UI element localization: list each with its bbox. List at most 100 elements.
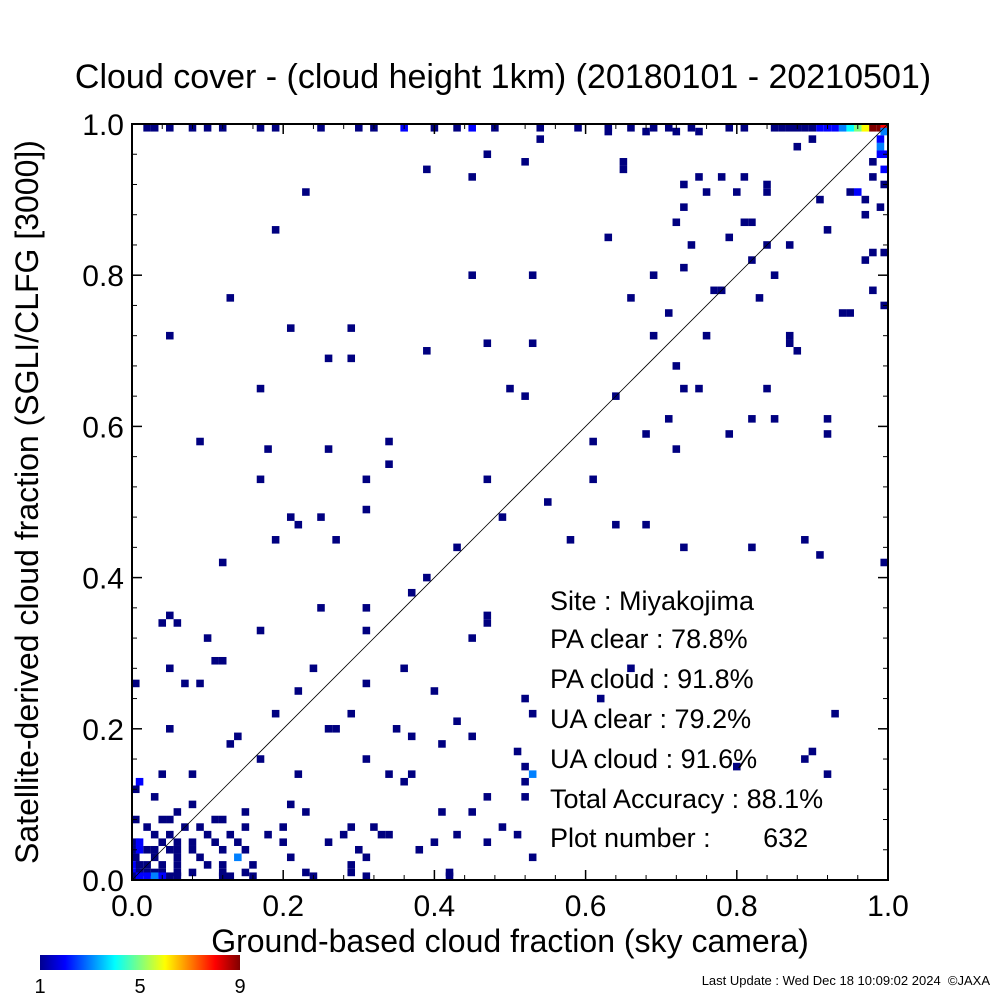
heatmap-cell [286, 513, 295, 521]
heatmap-cell [324, 354, 333, 363]
heatmap-cell [468, 173, 476, 181]
x-tick-label: 1.0 [867, 890, 909, 923]
heatmap-cell [143, 845, 151, 854]
heatmap-cell [619, 158, 628, 166]
heatmap-cell [785, 241, 794, 249]
heatmap-cell [135, 872, 144, 880]
heatmap-cell [664, 415, 673, 423]
heatmap-cell [158, 861, 167, 869]
heatmap-cell [468, 124, 476, 132]
heatmap-cell [793, 142, 802, 151]
heatmap-cell [831, 709, 839, 718]
colorbar-tick-label: 9 [234, 976, 245, 998]
heatmap-cell [589, 437, 597, 446]
heatmap-cell [763, 180, 771, 189]
heatmap-cell [203, 634, 212, 642]
heatmap-cell [173, 845, 182, 854]
heatmap-cell [218, 815, 227, 824]
heatmap-cell [218, 868, 227, 877]
heatmap-cell [748, 543, 756, 552]
heatmap-cell [347, 823, 356, 831]
heatmap-cell [203, 124, 212, 132]
heatmap-cell [234, 853, 242, 862]
stat-site: Site : Miyakojima [550, 586, 755, 616]
heatmap-cell [211, 815, 219, 824]
heatmap-cell [710, 286, 718, 295]
heatmap-cell [166, 845, 174, 854]
heatmap-cell [574, 124, 582, 132]
heatmap-cell [680, 203, 688, 211]
heatmap-cell [423, 573, 431, 582]
heatmap-cell [801, 536, 809, 544]
heatmap-cell [483, 475, 492, 484]
heatmap-cell [627, 294, 635, 302]
colorbar-tick-label: 1 [34, 976, 45, 998]
heatmap-cell [483, 611, 492, 620]
heatmap-cell [241, 808, 250, 816]
heatmap-cell [483, 619, 492, 627]
heatmap-cell [196, 679, 204, 688]
heatmap-cell [400, 664, 408, 673]
heatmap-cell [135, 861, 144, 869]
heatmap-cell [347, 709, 356, 718]
heatmap-cell [612, 520, 620, 529]
heatmap-cell [838, 309, 847, 317]
heatmap-cell [362, 755, 371, 763]
heatmap-cell [370, 823, 378, 831]
heatmap-cell [347, 861, 356, 869]
heatmap-cell [150, 872, 159, 880]
heatmap-cell [143, 823, 151, 831]
heatmap-cell [385, 437, 393, 446]
heatmap-cell [302, 868, 310, 877]
heatmap-cell [256, 626, 265, 635]
heatmap-cell [861, 124, 870, 132]
heatmap-cell [876, 124, 885, 132]
heatmap-cell [785, 339, 794, 348]
heatmap-cell [173, 868, 182, 877]
heatmap-cell [808, 747, 817, 756]
heatmap-cell [880, 248, 888, 257]
heatmap-cell [627, 124, 635, 132]
heatmap-cell [150, 868, 159, 877]
stat-ua-clear: UA clear : 79.2% [550, 704, 751, 734]
heatmap-cell [166, 124, 174, 132]
heatmap-cell [483, 150, 492, 159]
heatmap-cell [256, 124, 265, 132]
heatmap-cell [521, 694, 529, 703]
heatmap-cell [188, 845, 197, 854]
heatmap-cell [438, 808, 446, 816]
heatmap-cell [725, 124, 734, 132]
heatmap-cell [249, 861, 257, 869]
heatmap-cell [324, 445, 333, 453]
heatmap-cell [203, 861, 212, 869]
heatmap-cell [672, 127, 681, 136]
heatmap-cell [158, 838, 167, 846]
heatmap-cell [173, 872, 182, 880]
heatmap-cell [256, 755, 265, 763]
heatmap-cell [150, 124, 159, 132]
y-tick-label: 0.0 [82, 865, 124, 898]
heatmap-cell [596, 694, 605, 703]
heatmap-cell [362, 679, 371, 688]
heatmap-cell [521, 793, 529, 801]
heatmap-cell [158, 868, 167, 877]
heatmap-cell [173, 808, 182, 816]
y-tick-label: 1.0 [82, 109, 124, 142]
heatmap-cell [196, 853, 204, 862]
heatmap-cell [604, 127, 613, 136]
y-tick-label: 0.2 [82, 714, 124, 747]
heatmap-cell [740, 173, 749, 181]
heatmap-cell [770, 415, 779, 423]
heatmap-cell [823, 770, 832, 778]
heatmap-cell [385, 460, 393, 468]
heatmap-cell [785, 331, 794, 340]
heatmap-cell [664, 309, 673, 317]
heatmap-cell [672, 362, 681, 370]
heatmap-cell [725, 430, 734, 438]
x-tick-label: 0.4 [414, 890, 456, 923]
heatmap-cell [831, 124, 839, 132]
heatmap-cell [521, 158, 529, 166]
heatmap-cell [317, 604, 325, 612]
heatmap-cell [445, 872, 454, 880]
x-tick-label: 0.0 [111, 890, 153, 923]
